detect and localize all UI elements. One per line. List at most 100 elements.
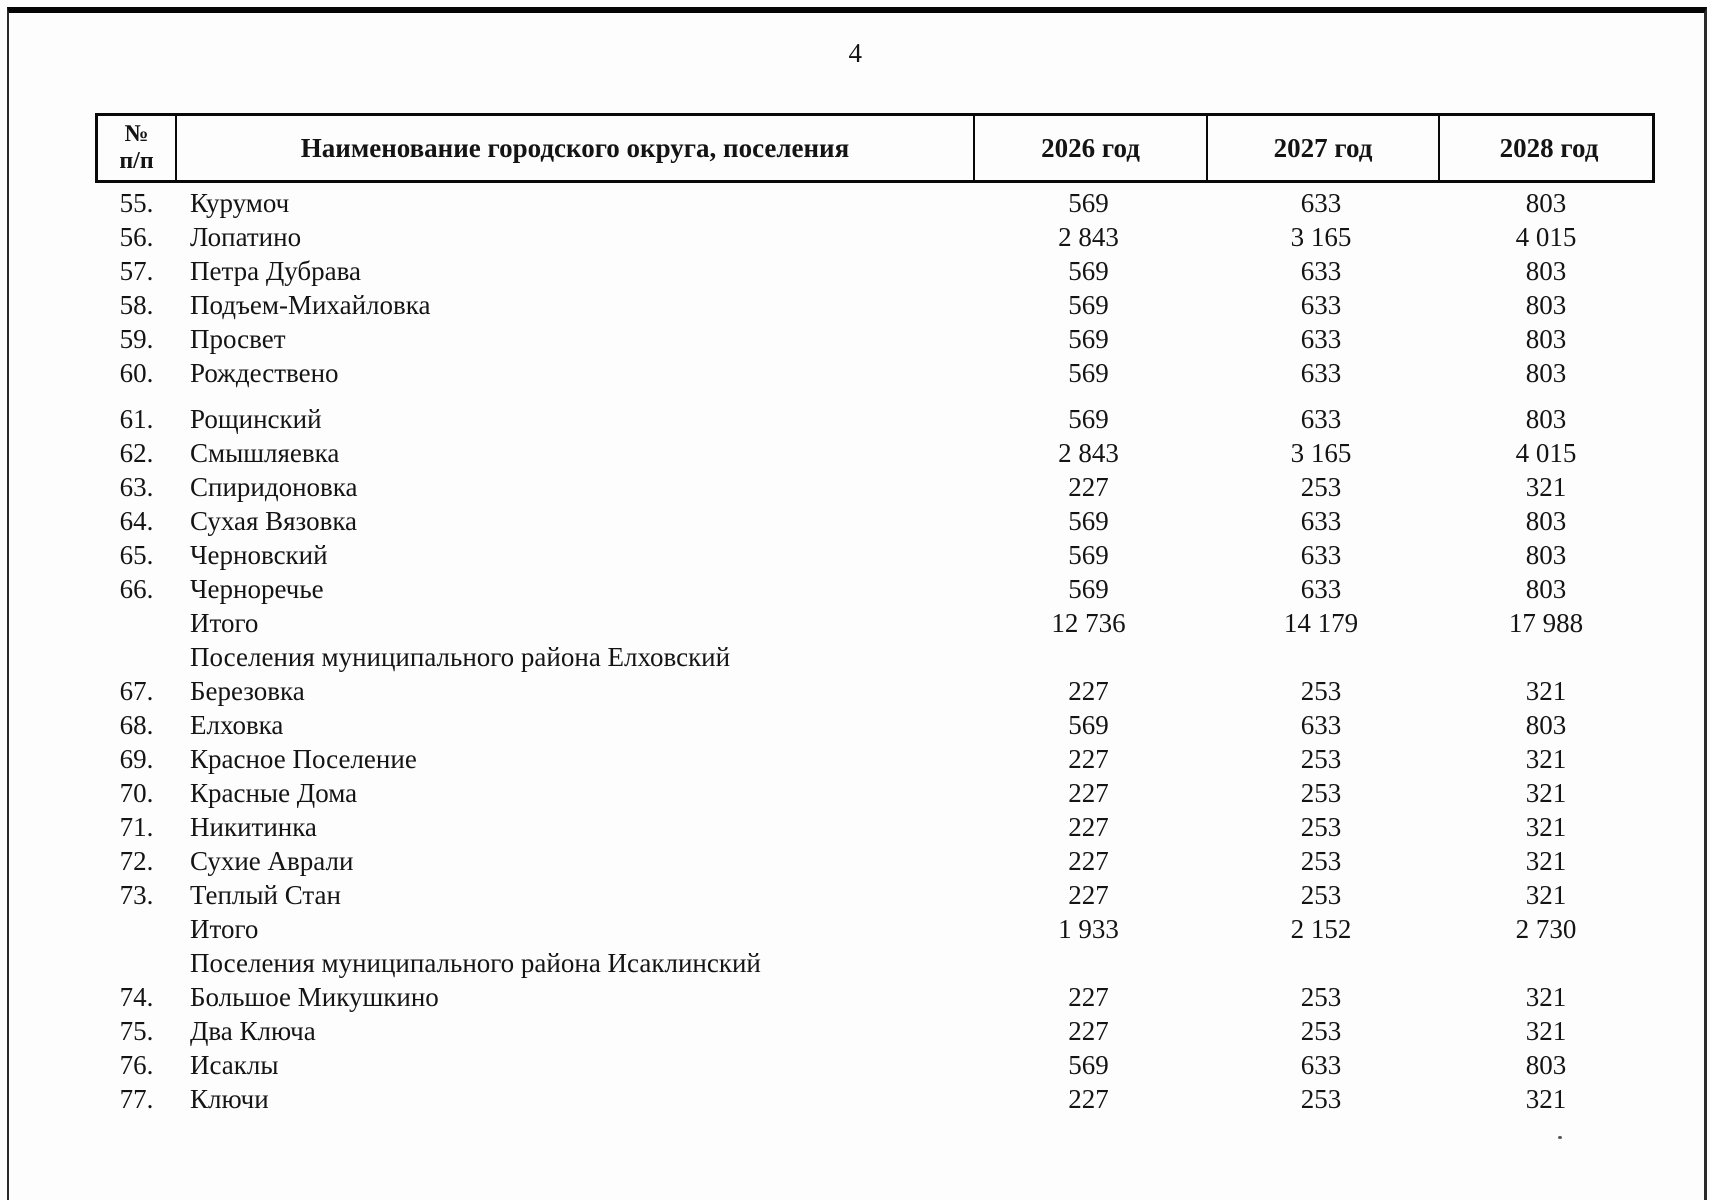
- settlement-name: Смышляевка: [190, 437, 340, 468]
- value-2027: 253: [1300, 845, 1342, 876]
- value-2028: 803: [1525, 255, 1567, 286]
- value-2027: 633: [1300, 403, 1342, 434]
- table-row: 77. Ключи 227 253 321: [95, 1082, 1655, 1116]
- settlement-name: Просвет: [190, 323, 286, 354]
- table-row: 76. Исаклы 569 633 803: [95, 1048, 1655, 1082]
- row-number: 67.: [119, 675, 154, 706]
- value-2026: 227: [1068, 777, 1109, 808]
- value-2026: 227: [1068, 845, 1109, 876]
- value-2027: 633: [1300, 187, 1342, 218]
- value-2027: 633: [1300, 1049, 1342, 1080]
- value-2027: 253: [1300, 675, 1342, 706]
- table-row: 59. Просвет 569 633 803: [95, 322, 1655, 356]
- value-2026: 569: [1068, 573, 1109, 604]
- row-number: 66.: [119, 573, 154, 604]
- column-header-2028: 2028 год: [1499, 132, 1599, 163]
- value-2026: 227: [1068, 471, 1109, 502]
- column-header-name: Наименование городского округа, поселени…: [177, 116, 975, 180]
- table-row: 71. Никитинка 227 253 321: [95, 810, 1655, 844]
- table-row: 70. Красные Дома 227 253 321: [95, 776, 1655, 810]
- settlement-name: Красные Дома: [190, 777, 358, 808]
- value-2028: 321: [1525, 845, 1567, 876]
- column-header-num-line1: №: [124, 120, 149, 147]
- row-number: 64.: [119, 505, 154, 536]
- table-row: 64. Сухая Вязовка 569 633 803: [95, 504, 1655, 538]
- value-2028: 321: [1525, 1015, 1567, 1046]
- section-header-row: Поселения муниципального района Исаклинс…: [95, 946, 1655, 980]
- settlements-table: № п/п Наименование городского округа, по…: [95, 113, 1655, 1116]
- row-number: 61.: [119, 403, 154, 434]
- column-header-num-line2: п/п: [119, 148, 154, 174]
- value-2027: 253: [1300, 879, 1342, 910]
- value-2027: 633: [1300, 323, 1342, 354]
- row-number: 72.: [119, 845, 154, 876]
- value-2026: 569: [1068, 255, 1109, 286]
- value-2026: 227: [1068, 879, 1109, 910]
- value-2027: 253: [1300, 1015, 1342, 1046]
- value-2026: 1 933: [1058, 913, 1119, 944]
- row-number: 68.: [119, 709, 154, 740]
- value-2027: 253: [1300, 811, 1342, 842]
- row-number: 55.: [119, 187, 154, 218]
- table-row: 65. Черновский 569 633 803: [95, 538, 1655, 572]
- value-2026: 227: [1068, 811, 1109, 842]
- table-row: 57. Петра Дубрава 569 633 803: [95, 254, 1655, 288]
- row-number: 59.: [119, 323, 154, 354]
- row-number: 57.: [119, 255, 154, 286]
- value-2028: 803: [1525, 187, 1567, 218]
- value-2028: 4 015: [1515, 221, 1577, 252]
- value-2027: 253: [1300, 743, 1342, 774]
- settlement-name: Черноречье: [190, 573, 324, 604]
- value-2028: 803: [1525, 539, 1567, 570]
- value-2028: 803: [1525, 1049, 1567, 1080]
- column-header-2026: 2026 год: [975, 116, 1208, 180]
- value-2028: 321: [1525, 1083, 1567, 1114]
- value-2028: 321: [1525, 981, 1567, 1012]
- value-2026: 2 843: [1058, 437, 1119, 468]
- value-2027: 3 165: [1290, 437, 1352, 468]
- value-2026: 227: [1068, 1083, 1109, 1114]
- value-2028: 321: [1525, 777, 1567, 808]
- table-row: 58. Подъем-Михайловка 569 633 803: [95, 288, 1655, 322]
- value-2028: 2 730: [1515, 913, 1577, 944]
- settlement-name: Теплый Стан: [190, 879, 341, 910]
- table-row: 72. Сухие Аврали 227 253 321: [95, 844, 1655, 878]
- table-row: 74. Большое Микушкино 227 253 321: [95, 980, 1655, 1014]
- value-2028: 803: [1525, 323, 1567, 354]
- value-2026: 569: [1068, 505, 1109, 536]
- value-2028: 321: [1525, 743, 1567, 774]
- settlement-name: Два Ключа: [190, 1015, 316, 1046]
- value-2028: 803: [1525, 357, 1567, 388]
- value-2026: 569: [1068, 539, 1109, 570]
- row-number: 73.: [119, 879, 154, 910]
- settlement-name: Сухая Вязовка: [190, 505, 358, 536]
- section-header-row: Поселения муниципального района Елховски…: [95, 640, 1655, 674]
- section-title: Поселения муниципального района Исаклинс…: [190, 947, 761, 978]
- value-2027: 633: [1300, 289, 1342, 320]
- value-2028: 17 988: [1508, 607, 1584, 638]
- page-number: 4: [848, 38, 863, 68]
- table-body: 55. Курумоч 569 633 803 56. Лопатино 2 843 3 165…: [95, 183, 1655, 1116]
- value-2028: 803: [1525, 403, 1567, 434]
- value-2026: 227: [1068, 675, 1109, 706]
- value-2027: 253: [1300, 1083, 1342, 1114]
- row-number: 77.: [119, 1083, 154, 1114]
- table-row: 60. Рождествено 569 633 803: [95, 356, 1655, 390]
- value-2027: 633: [1300, 573, 1342, 604]
- row-number: 76.: [119, 1049, 154, 1080]
- settlement-name: Сухие Аврали: [190, 845, 354, 876]
- row-number: 62.: [119, 437, 154, 468]
- row-number: 65.: [119, 539, 154, 570]
- value-2026: 569: [1068, 1049, 1109, 1080]
- settlement-name: Черновский: [190, 539, 328, 570]
- value-2026: 2 843: [1058, 221, 1119, 252]
- settlement-name: Лопатино: [190, 221, 302, 252]
- value-2027: 3 165: [1290, 221, 1352, 252]
- row-number: 60.: [119, 357, 154, 388]
- value-2026: 569: [1068, 323, 1109, 354]
- row-number: 71.: [119, 811, 154, 842]
- value-2027: 14 179: [1283, 607, 1359, 638]
- value-2028: 321: [1525, 471, 1567, 502]
- value-2027: 633: [1300, 255, 1342, 286]
